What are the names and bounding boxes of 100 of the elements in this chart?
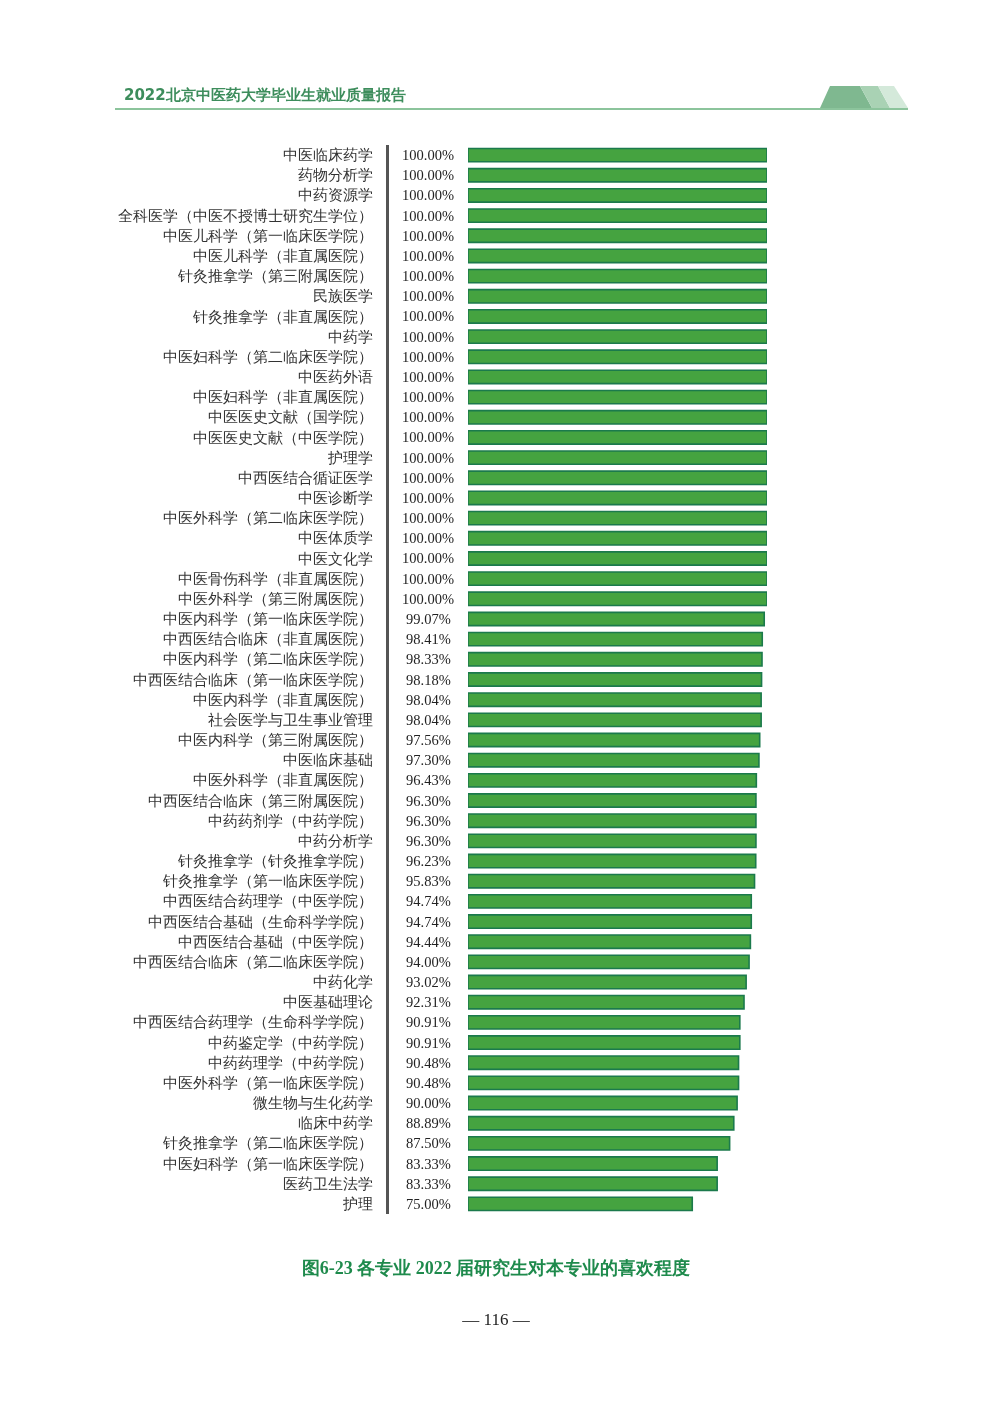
- y-tick-label: 中药分析学: [298, 832, 374, 849]
- y-tick-label: 中医骨伤科学（非直属医院）: [178, 570, 374, 587]
- data-label: 94.44%: [406, 934, 451, 950]
- data-label: 100.00%: [402, 450, 454, 466]
- data-label: 88.89%: [406, 1115, 451, 1131]
- y-tick-label: 医药卫生法学: [283, 1175, 374, 1192]
- y-tick-label: 中医临床基础: [283, 752, 374, 769]
- y-tick-label: 中医医史文献（中医学院）: [193, 429, 374, 446]
- y-tick-label: 药物分析学: [298, 167, 374, 184]
- y-tick-label: 中医妇科学（第二临床医学院）: [163, 348, 374, 365]
- text: 图6-23 各专业 2022 届研究生对本专业的喜欢程度: [301, 1257, 691, 1280]
- y-tick-label: 民族医学: [313, 288, 374, 305]
- data-label: 94.74%: [406, 914, 451, 930]
- y-tick-label: 中西医结合药理学（中医学院）: [163, 893, 374, 910]
- data-label: 100.00%: [402, 308, 454, 324]
- data-label: 93.02%: [406, 974, 451, 990]
- data-label: 97.30%: [406, 752, 451, 768]
- text: 2022北京中医药大学毕业生就业质量报告: [124, 86, 406, 105]
- data-label: 100.00%: [402, 591, 454, 607]
- data-label: 95.83%: [406, 873, 451, 889]
- y-tick-label: 中医医史文献（国学院）: [208, 409, 374, 426]
- y-tick-label: 中医内科学（第一临床医学院）: [163, 611, 374, 628]
- data-label: 94.74%: [406, 893, 451, 909]
- data-label: 97.56%: [406, 732, 451, 748]
- data-label: 100.00%: [402, 571, 454, 587]
- data-label: 90.91%: [406, 1035, 451, 1051]
- data-label: 100.00%: [402, 470, 454, 486]
- y-tick-label: 中西医结合临床（第二临床医学院）: [133, 953, 374, 970]
- data-label: 100.00%: [402, 228, 454, 244]
- data-label: 100.00%: [402, 409, 454, 425]
- data-label: 96.30%: [406, 833, 451, 849]
- y-tick-label: 中医诊断学: [298, 490, 374, 507]
- data-label: 98.04%: [406, 712, 451, 728]
- y-tick-label: 中医外科学（第一临床医学院）: [163, 1074, 374, 1091]
- y-tick-label: 中药鉴定学（中药学院）: [208, 1034, 374, 1051]
- y-tick-label: 中医内科学（第二临床医学院）: [163, 651, 374, 668]
- data-label: 100.00%: [402, 389, 454, 405]
- data-label: 98.41%: [406, 631, 451, 647]
- y-tick-label: 中医儿科学（第一临床医学院）: [163, 227, 374, 244]
- y-tick-label: 针灸推拿学（针灸推拿学院）: [177, 853, 374, 870]
- y-tick-label: 中药药理学（中药学院）: [208, 1054, 374, 1071]
- y-tick-label: 中医妇科学（第一临床医学院）: [163, 1155, 374, 1172]
- y-tick-label: 临床中药学: [298, 1115, 374, 1132]
- y-tick-label: 针灸推拿学（第一临床医学院）: [162, 873, 374, 890]
- data-label: 100.00%: [402, 490, 454, 506]
- data-label: 90.00%: [406, 1095, 451, 1111]
- y-tick-label: 中西医结合临床（第三附属医院）: [148, 792, 374, 809]
- data-label: 100.00%: [402, 147, 454, 163]
- y-tick-label: 中西医结合循证医学: [238, 469, 374, 486]
- y-tick-label: 中医内科学（非直属医院）: [193, 691, 374, 708]
- data-label: 83.33%: [406, 1156, 451, 1172]
- y-tick-label: 护理学: [327, 449, 374, 466]
- data-label: 100.00%: [402, 187, 454, 203]
- y-tick-label: 针灸推拿学（第二临床医学院）: [162, 1135, 374, 1152]
- y-tick-label: 中药化学: [313, 974, 374, 991]
- data-label: 90.91%: [406, 1014, 451, 1030]
- y-tick-label: 中西医结合临床（第一临床医学院）: [133, 671, 374, 688]
- data-label: 83.33%: [406, 1176, 451, 1192]
- text: — 116 —: [462, 1310, 530, 1330]
- y-tick-label: 社会医学与卫生事业管理: [208, 711, 374, 728]
- data-label: 100.00%: [402, 429, 454, 445]
- y-tick-label: 中西医结合药理学（生命科学学院）: [133, 1014, 374, 1031]
- data-label: 100.00%: [402, 550, 454, 566]
- y-tick-label: 中医临床药学: [283, 147, 374, 164]
- data-label: 98.33%: [406, 651, 451, 667]
- y-tick-label: 中西医结合基础（生命科学学院）: [148, 913, 374, 930]
- y-tick-label: 中医妇科学（非直属医院）: [193, 389, 374, 406]
- data-label: 92.31%: [406, 994, 451, 1010]
- data-label: 100.00%: [402, 329, 454, 345]
- y-tick-label: 中医体质学: [298, 530, 374, 547]
- y-tick-label: 护理: [342, 1195, 374, 1212]
- data-label: 94.00%: [406, 954, 451, 970]
- data-label: 96.23%: [406, 853, 451, 869]
- y-tick-label: 针灸推拿学（第三附属医院）: [177, 268, 374, 285]
- y-tick-label: 中西医结合基础（中医学院）: [178, 933, 374, 950]
- data-label: 100.00%: [402, 369, 454, 385]
- data-label: 90.48%: [406, 1075, 451, 1091]
- y-tick-label: 中医外科学（非直属医院）: [193, 772, 374, 789]
- data-label: 99.07%: [406, 611, 451, 627]
- y-tick-label: 中医内科学（第三附属医院）: [178, 732, 374, 749]
- y-tick-label: 中医药外语: [298, 369, 374, 386]
- data-label: 96.30%: [406, 813, 451, 829]
- y-tick-label: 微生物与生化药学: [253, 1095, 374, 1112]
- data-label: 98.18%: [406, 672, 451, 688]
- y-tick-label: 中医外科学（第三附属医院）: [178, 590, 374, 607]
- y-tick-label: 中医基础理论: [283, 994, 374, 1011]
- data-label: 100.00%: [402, 349, 454, 365]
- data-label: 100.00%: [402, 288, 454, 304]
- y-tick-label: 针灸推拿学（非直属医院）: [192, 308, 374, 325]
- data-label: 98.04%: [406, 692, 451, 708]
- data-label: 100.00%: [402, 167, 454, 183]
- data-label: 96.30%: [406, 793, 451, 809]
- y-tick-label: 中药学: [328, 328, 374, 345]
- data-label: 90.48%: [406, 1055, 451, 1071]
- data-label: 87.50%: [406, 1135, 451, 1151]
- data-label: 100.00%: [402, 510, 454, 526]
- data-label: 100.00%: [402, 530, 454, 546]
- y-tick-label: 中西医结合临床（非直属医院）: [163, 631, 374, 648]
- data-label: 100.00%: [402, 248, 454, 264]
- y-tick-label: 中药药剂学（中药学院）: [208, 812, 374, 829]
